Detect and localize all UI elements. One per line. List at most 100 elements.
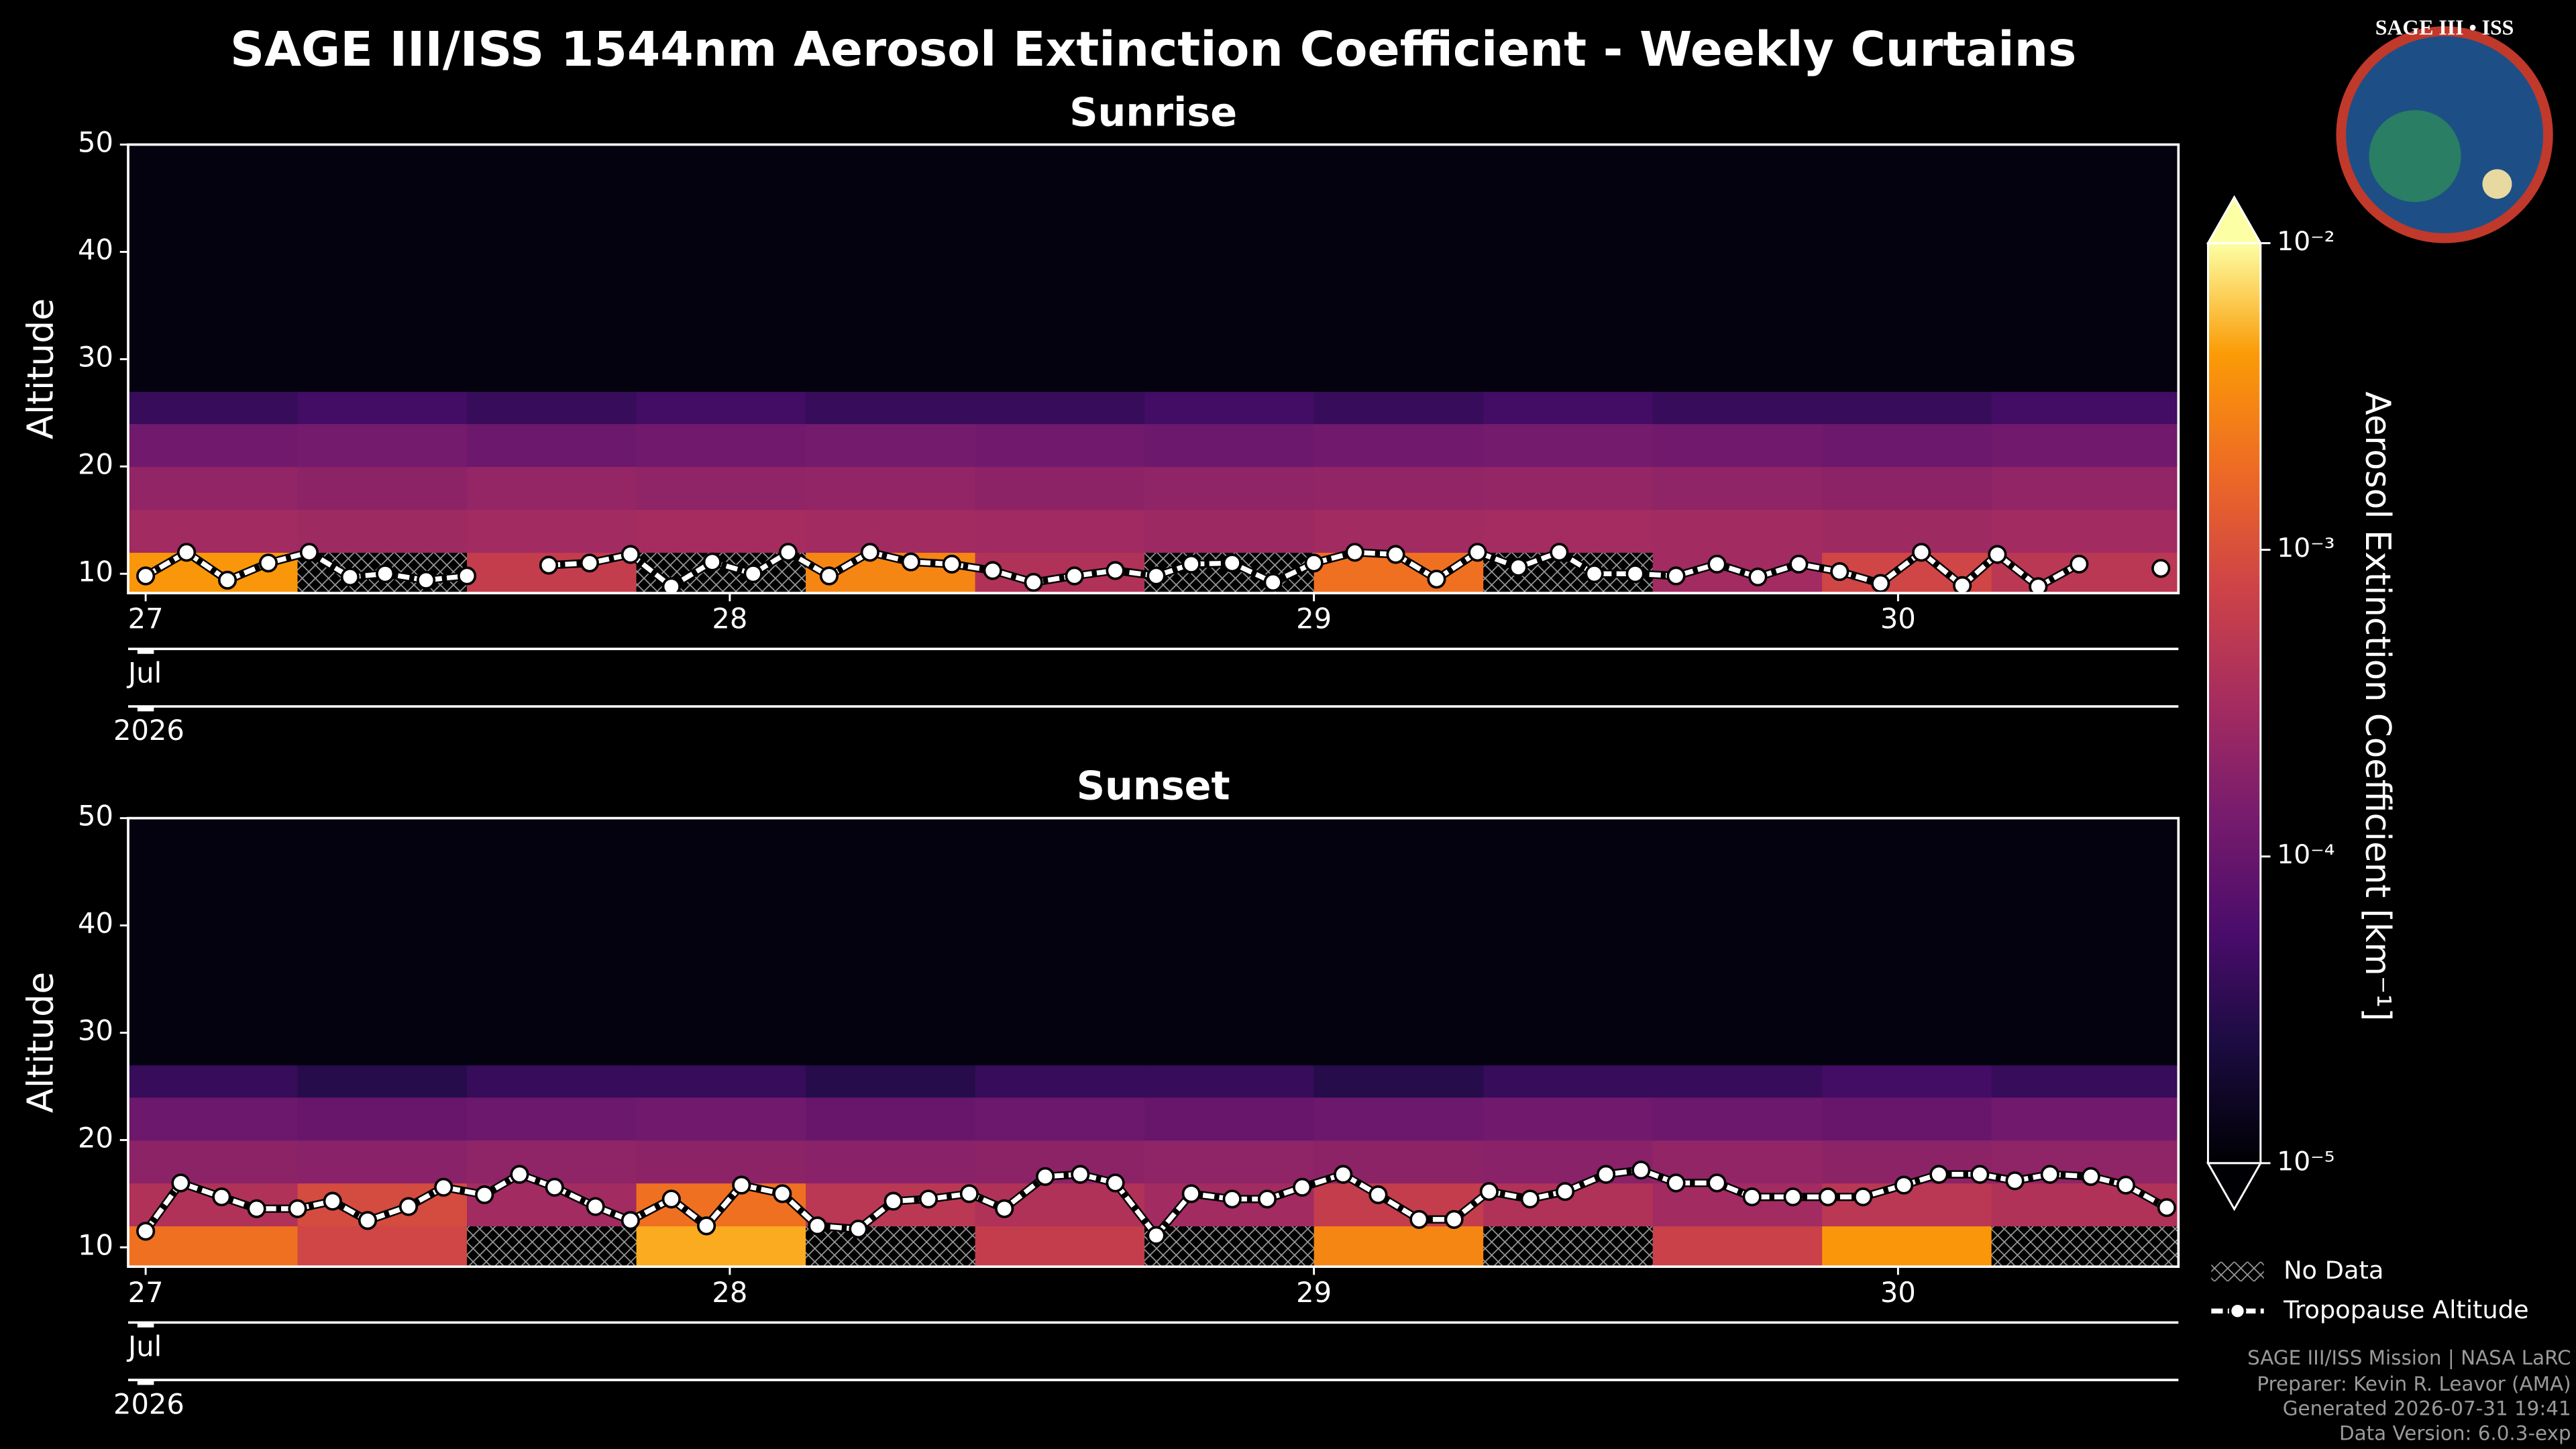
heatmap-cell [636,466,806,511]
tropopause-point [773,1184,792,1203]
tropopause-point [1818,1187,1837,1207]
tropopause-point [1409,1210,1429,1229]
tropopause-point [340,568,360,587]
tropopause-point [177,543,197,562]
heatmap-cell [806,466,976,511]
plot-frame [127,816,2180,1268]
tropopause-point [1036,1167,1055,1186]
colorbar-tick-label: 10⁻³ [2277,533,2334,564]
tropopause-point [247,1199,266,1218]
tropopause-point [1631,1161,1651,1180]
tropopause-point [959,1184,979,1203]
heatmap-cell [1652,391,1823,425]
heatmap-cell [806,1097,976,1141]
heatmap-cell [1652,423,1823,468]
heatmap-cell [1652,818,1823,1066]
tropopause-point [849,1220,868,1239]
logo-earth [2369,110,2461,203]
tropopause-point [1304,553,1324,573]
tropopause-point [2151,559,2171,578]
heatmap-cell [636,509,806,553]
heatmap-cell [128,1065,299,1098]
tropopause-point [1106,1173,1125,1193]
heatmap-cell [1144,818,1315,1066]
heatmap-cell [636,423,806,468]
heatmap-cell [1144,466,1315,511]
tropopause-point [1596,1165,1616,1184]
month-label: Jul [126,657,162,690]
heatmap-cell [1652,1065,1823,1098]
tropopause-point [586,1197,605,1216]
heatmap-cell [1822,1226,1992,1267]
tropopause-point [1345,543,1364,562]
heatmap-cell [467,144,637,392]
logo-moon [2482,169,2512,199]
year-tick [137,1380,154,1385]
heatmap-cell [1313,144,1484,392]
tropopause-point [2157,1198,2177,1218]
heatmap-cell [636,1097,806,1141]
heatmap-cell [806,1140,976,1184]
tropopause-point [136,566,156,586]
heatmap-cell [297,818,468,1066]
tropopause-point [2116,1175,2136,1195]
heatmap-cell [1483,391,1654,425]
tropopause-point [171,1173,191,1193]
colorbar-label: Aerosol Extinction Coefficient [km⁻¹] [2357,392,2398,1022]
tropopause-point [457,566,477,586]
tropopause-point [217,570,237,590]
legend-no-data-swatch [2211,1261,2264,1282]
heatmap-cell [806,509,976,553]
heatmap-cell [1483,144,1654,392]
heatmap-cell [1313,391,1484,425]
tropopause-point [1707,1173,1727,1193]
heatmap-cell [1991,423,2179,468]
heatmap-cell [1822,391,1992,425]
heatmap-cell [1144,1140,1315,1184]
heatmap-cell [467,818,637,1066]
tropopause-point [1468,543,1487,562]
heatmap-cell [1313,466,1484,511]
heatmap-cell [467,1065,637,1098]
tropopause-point [1625,564,1645,584]
tropopause-point [1783,1187,1803,1207]
heatmap-cell [297,466,468,511]
heatmap-cell [806,423,976,468]
tropopause-point [1146,566,1166,586]
tropopause-point [545,1177,564,1197]
no-data-cell [467,1226,637,1267]
tropopause-point [883,1191,903,1211]
tropopause-point [2081,1167,2100,1186]
heatmap-cell [1144,1065,1315,1098]
heatmap-cell [467,391,637,425]
tropopause-point [1748,568,1768,587]
y-tick-label: 10 [78,1228,113,1261]
footer-line: SAGE III/ISS Mission | NASA LaRC [2247,1346,2571,1370]
heatmap-cell [975,1097,1145,1141]
heatmap-cell [1822,818,1992,1066]
heatmap-cell [1822,1065,1992,1098]
heatmap-cell [1652,144,1823,392]
x-tick-label: 28 [712,602,747,635]
heatmap-cell [975,391,1145,425]
heatmap-cell [1822,509,1992,553]
tropopause-point [398,1197,419,1216]
heatmap-cell [975,818,1145,1066]
year-tick [137,706,154,712]
heatmap-cell [806,818,976,1066]
heatmap-cell [636,818,806,1066]
heatmap-cell [1144,144,1315,392]
tropopause-point [1257,1189,1277,1209]
y-tick-label: 40 [78,233,113,266]
tropopause-point [1871,574,1890,593]
heatmap-cell [1313,423,1484,468]
colorbar-tick-label: 10⁻⁵ [2277,1146,2334,1177]
tropopause-point [1894,1175,1914,1195]
year-label: 2026 [113,714,184,747]
heatmap-cell [1991,466,2179,511]
heatmap-cell [1313,1065,1484,1098]
heatmap-cell [467,423,637,468]
heatmap-cell [1313,818,1484,1066]
heatmap-cell [467,1140,637,1184]
